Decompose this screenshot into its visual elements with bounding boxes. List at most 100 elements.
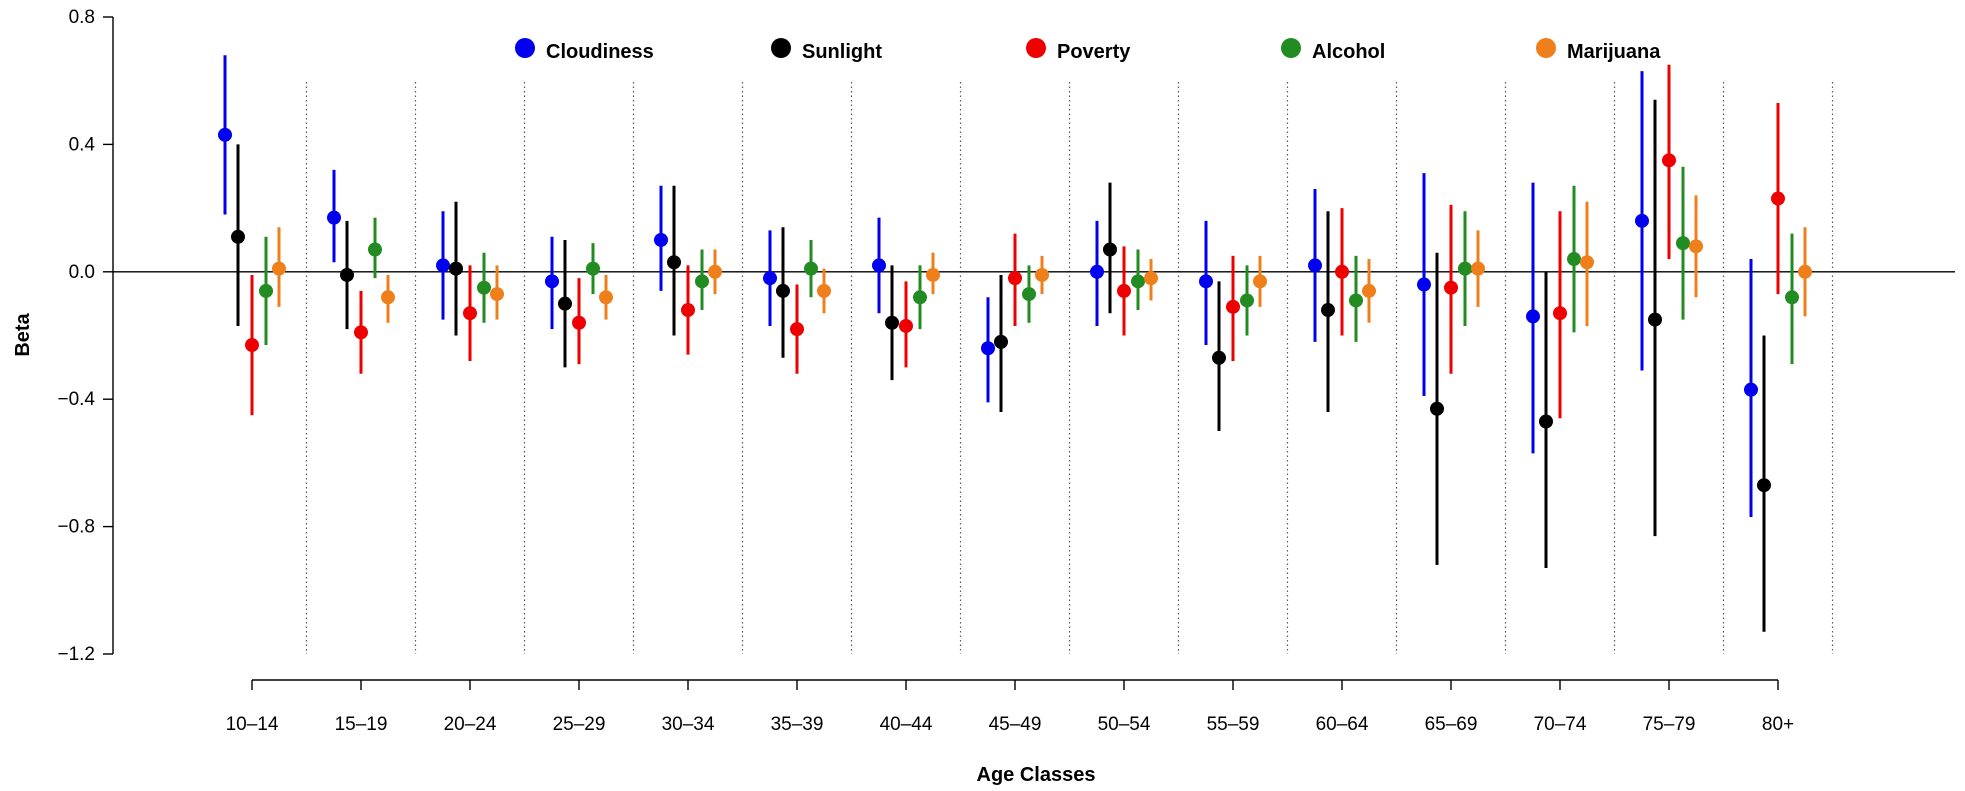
marijuana-point — [272, 261, 286, 276]
sunlight-point — [1648, 312, 1662, 327]
legend-marker-sunlight — [771, 38, 791, 58]
cloudiness-point — [545, 274, 559, 289]
cloudiness-point — [1635, 213, 1649, 228]
cloudiness-point — [763, 271, 777, 286]
legend-label-cloudiness: Cloudiness — [546, 41, 654, 63]
alcohol-point — [1458, 261, 1472, 276]
cloudiness-point — [1417, 277, 1431, 292]
legend-label-alcohol: Alcohol — [1312, 41, 1385, 63]
alcohol-point — [1349, 293, 1363, 308]
y-tick-label: 0.0 — [69, 262, 95, 283]
legend-label-sunlight: Sunlight — [802, 41, 882, 63]
sunlight-point — [667, 255, 681, 270]
cloudiness-point — [1199, 274, 1213, 289]
marijuana-point — [708, 264, 722, 279]
sunlight-point — [1212, 350, 1226, 365]
y-axis: 0.8 0.4 0.0 −0.4 −0.8 −1.2 — [57, 7, 114, 665]
poverty-point — [572, 315, 586, 330]
alcohol-point — [1131, 274, 1145, 289]
marijuana-point — [1362, 283, 1376, 298]
poverty-point — [681, 303, 695, 318]
poverty-point — [1226, 299, 1240, 314]
legend: Cloudiness Sunlight Poverty Alcohol Marijuan… — [515, 38, 1661, 63]
alcohol-point — [1676, 236, 1690, 251]
cloudiness-point — [1090, 264, 1104, 279]
alcohol-point — [368, 242, 382, 257]
sunlight-point — [1430, 401, 1444, 416]
alcohol-point — [586, 261, 600, 276]
cloudiness-point — [981, 341, 995, 356]
legend-label-poverty: Poverty — [1057, 41, 1131, 63]
cloudiness-point — [218, 127, 232, 142]
sunlight-point — [449, 261, 463, 276]
poverty-point — [1444, 280, 1458, 295]
x-tick-label: 45–49 — [989, 714, 1042, 735]
cloudiness-point — [654, 232, 668, 247]
marijuana-point — [599, 290, 613, 305]
alcohol-point — [1022, 287, 1036, 302]
poverty-point — [1771, 191, 1785, 206]
cloudiness-point — [1744, 382, 1758, 397]
poverty-point — [1117, 283, 1131, 298]
legend-marker-poverty — [1026, 38, 1046, 58]
poverty-point — [245, 338, 259, 353]
x-axis-label: Age Classes — [977, 764, 1096, 786]
x-tick-label: 80+ — [1762, 714, 1794, 735]
sunlight-point — [1757, 478, 1771, 493]
marijuana-point — [490, 287, 504, 302]
sunlight-point — [1539, 414, 1553, 429]
sunlight-point — [1321, 303, 1335, 318]
cloudiness-point — [1526, 309, 1540, 324]
poverty-point — [1335, 264, 1349, 279]
x-tick-label: 50–54 — [1098, 714, 1151, 735]
legend-marker-marijuana — [1536, 38, 1556, 58]
data-marks — [218, 55, 1812, 632]
sunlight-point — [558, 296, 572, 311]
marijuana-point — [1580, 255, 1594, 270]
sunlight-point — [994, 334, 1008, 349]
y-tick-label: −0.8 — [57, 517, 95, 538]
x-tick-label: 15–19 — [335, 714, 388, 735]
marijuana-point — [1253, 274, 1267, 289]
poverty-point — [1662, 153, 1676, 168]
cloudiness-point — [1308, 258, 1322, 273]
x-tick-label: 30–34 — [662, 714, 715, 735]
x-axis: 10–14 15–19 20–24 25–29 30–34 35–39 40–44 45–49… — [226, 679, 1794, 735]
marijuana-point — [1035, 267, 1049, 282]
x-tick-label: 60–64 — [1316, 714, 1369, 735]
x-tick-label: 75–79 — [1643, 714, 1696, 735]
x-tick-label: 55–59 — [1207, 714, 1260, 735]
alcohol-point — [259, 283, 273, 298]
poverty-point — [354, 325, 368, 340]
poverty-point — [899, 318, 913, 333]
legend-marker-alcohol — [1281, 38, 1301, 58]
alcohol-point — [1785, 290, 1799, 305]
marijuana-point — [1798, 264, 1812, 279]
alcohol-point — [477, 280, 491, 295]
x-tick-label: 35–39 — [771, 714, 824, 735]
cloudiness-point — [436, 258, 450, 273]
poverty-point — [1008, 271, 1022, 286]
x-tick-label: 20–24 — [444, 714, 497, 735]
sunlight-point — [231, 229, 245, 244]
x-tick-label: 10–14 — [226, 714, 279, 735]
cloudiness-point — [327, 210, 341, 225]
alcohol-point — [1240, 293, 1254, 308]
y-tick-label: 0.4 — [69, 134, 96, 155]
marijuana-point — [817, 283, 831, 298]
y-tick-label: −0.4 — [57, 389, 95, 410]
alcohol-point — [695, 274, 709, 289]
sunlight-point — [1103, 242, 1117, 257]
marijuana-point — [926, 267, 940, 282]
legend-label-marijuana: Marijuana — [1567, 41, 1661, 63]
sunlight-point — [340, 267, 354, 282]
x-tick-label: 70–74 — [1534, 714, 1587, 735]
marijuana-point — [1144, 271, 1158, 286]
y-tick-label: −1.2 — [57, 644, 95, 665]
alcohol-point — [913, 290, 927, 305]
marijuana-point — [381, 290, 395, 305]
x-tick-label: 25–29 — [553, 714, 606, 735]
legend-marker-cloudiness — [515, 38, 535, 58]
x-tick-label: 65–69 — [1425, 714, 1478, 735]
